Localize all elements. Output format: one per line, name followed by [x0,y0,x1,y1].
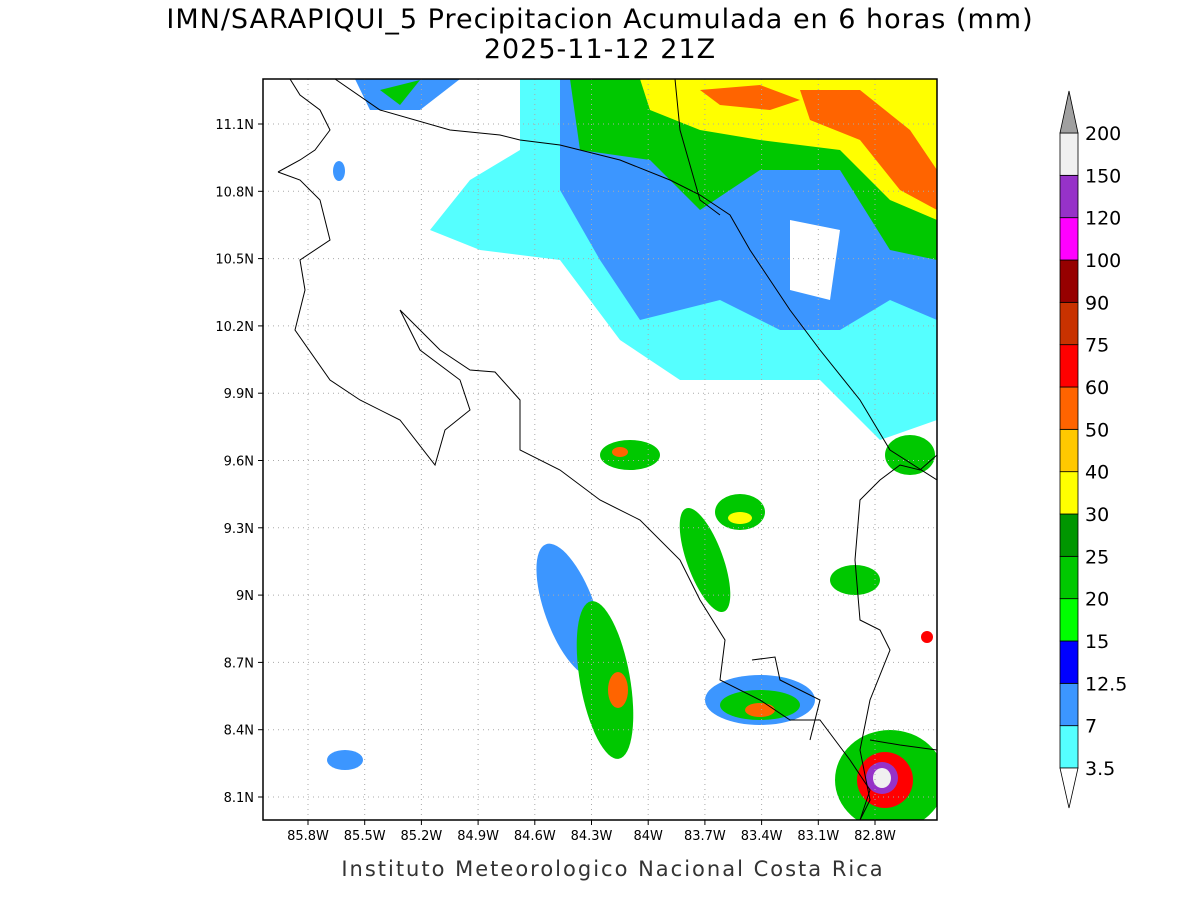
lon-label: 85.5W [344,829,386,844]
colorbar-swatch [1059,513,1079,557]
lat-label: 9.3N [224,522,254,537]
lat-label: 9.9N [224,387,254,402]
colorbar-swatch [1059,217,1079,261]
colorbar-label: 3.5 [1085,758,1115,780]
colorbar-swatch [1059,132,1079,176]
lon-label: 83.1W [797,829,839,844]
colorbar-label: 20 [1085,589,1109,611]
colorbar-label: 12.5 [1085,673,1127,695]
lat-label: 8.4N [224,724,254,739]
colorbar-label: 50 [1085,419,1109,441]
colorbar-label: 40 [1085,462,1109,484]
colorbar-swatch [1059,344,1079,388]
map-subtitle: 2025-11-12 21Z [484,34,716,65]
lon-label: 84.3W [571,829,613,844]
graticule [263,79,937,820]
colorbar-label: 75 [1085,335,1109,357]
lon-label: 84.9W [457,829,499,844]
lon-label: 83.4W [741,829,783,844]
colorbar-swatch [1059,640,1079,684]
precipitation-field [327,79,937,820]
lat-label: 10.2N [215,320,254,335]
lat-label: 9N [236,589,254,604]
colorbar-swatch [1059,598,1079,642]
lon-label: 84W [633,829,663,844]
colorbar-label: 100 [1085,250,1121,272]
map-title: IMN/SARAPIQUI_5 Precipitacion Acumulada … [166,4,1033,35]
colorbar-swatch [1059,386,1079,430]
axes: 85.8W 85.5W 85.2W 84.9W 84.6W 84.3W 84W 83.7W 83… [215,118,896,844]
colorbar-swatch [1059,555,1079,600]
colorbar-label: 120 [1085,208,1121,230]
lon-label: 85.2W [400,829,442,844]
colorbar-label: 30 [1085,504,1109,526]
footer: Instituto Meteorologico Nacional Costa R… [341,857,884,881]
coastline [277,79,937,820]
colorbar-swatch [1059,259,1079,303]
lat-label: 11.1N [215,118,254,133]
lon-label: 82.8W [854,829,896,844]
colorbar-label: 200 [1085,123,1121,145]
lat-label: 10.5N [215,253,254,268]
colorbar-label: 15 [1085,631,1109,653]
lat-label: 8.1N [224,791,254,806]
lon-label: 85.8W [287,829,329,844]
colorbar-label: 60 [1085,377,1109,399]
colorbar-label: 7 [1085,716,1097,738]
colorbar-swatch [1059,471,1079,515]
colorbar-below [1059,767,1079,809]
colorbar-swatch [1059,428,1079,473]
map-frame [262,78,938,821]
colorbar-label: 90 [1085,292,1109,314]
lon-label: 83.7W [684,829,726,844]
colorbar-above [1059,90,1079,134]
lon-label: 84.6W [514,829,556,844]
colorbar: 3.5 7 12.5 15 20 25 30 40 50 60 75 90 100 120 150 200 [1059,90,1127,809]
lat-label: 8.7N [224,656,254,671]
lat-label: 9.6N [224,455,254,470]
colorbar-swatch [1059,682,1079,727]
colorbar-label: 25 [1085,546,1109,568]
colorbar-swatch [1059,174,1079,219]
colorbar-label: 150 [1085,165,1121,187]
lat-label: 10.8N [215,185,254,200]
colorbar-swatch [1059,725,1079,769]
colorbar-swatch [1059,301,1079,346]
